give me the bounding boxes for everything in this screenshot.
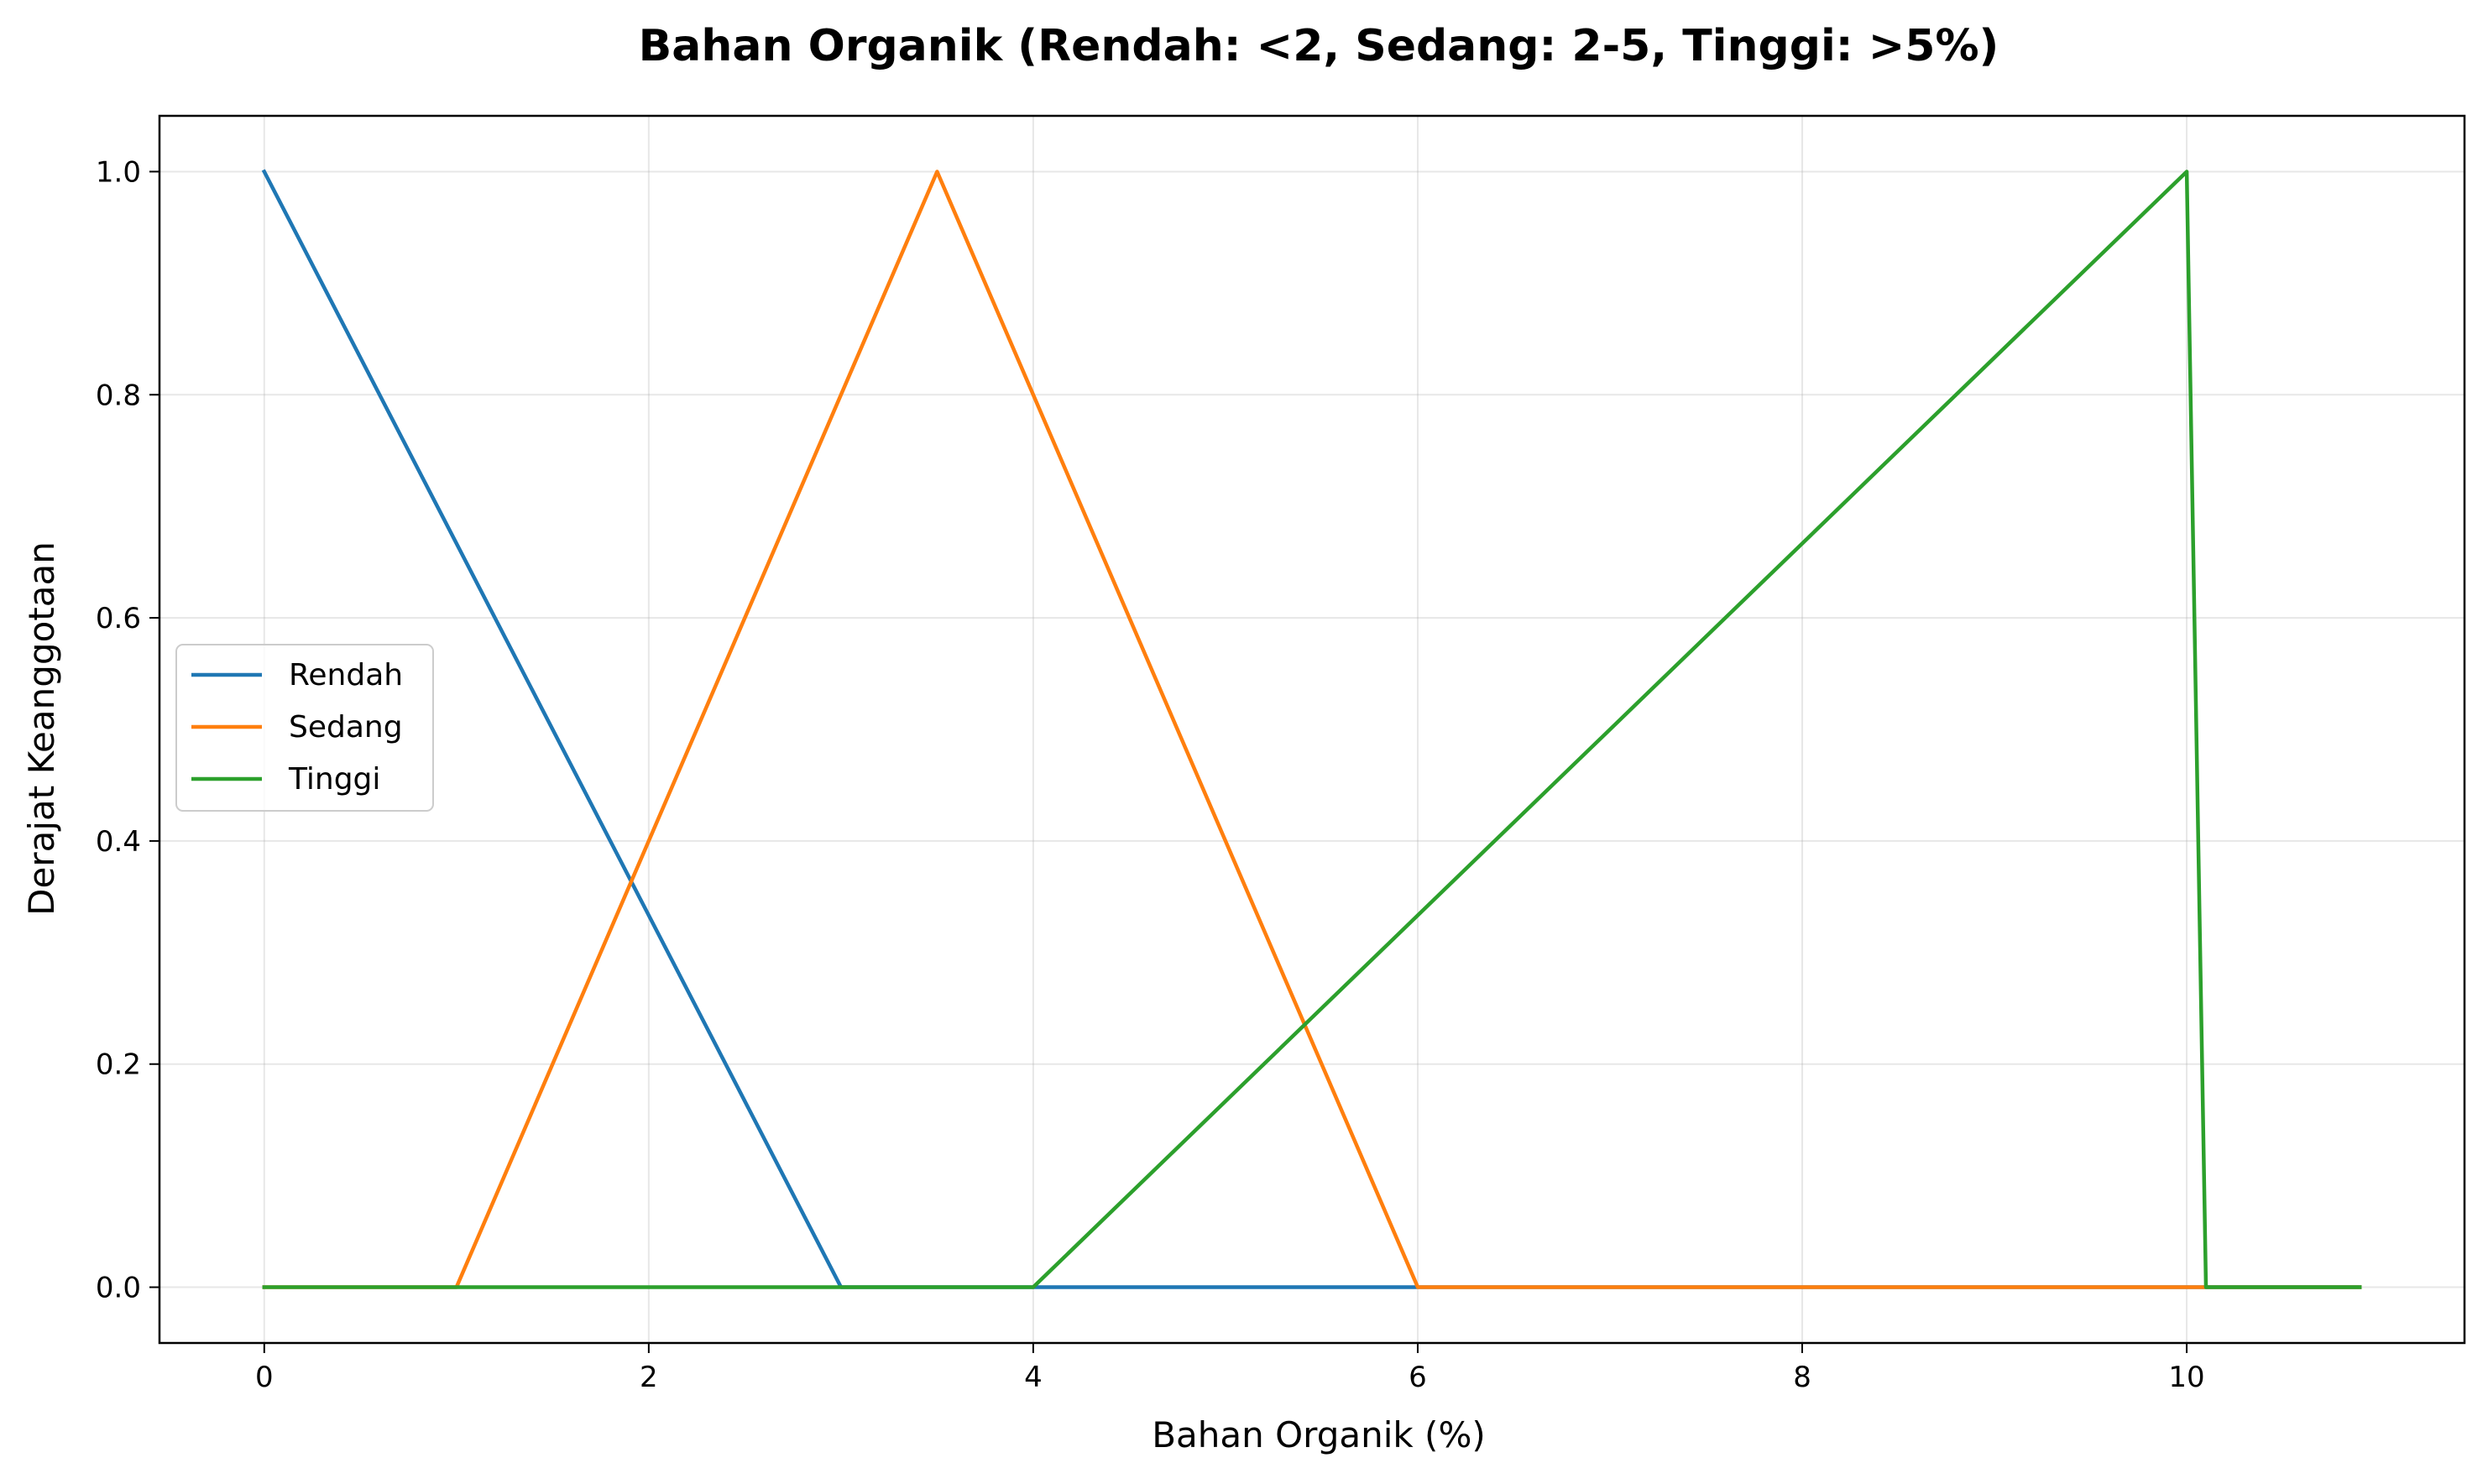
series-lines — [261, 169, 2362, 1289]
x-tick-label-4: 8 — [1793, 1361, 1811, 1394]
x-tick-label-5: 10 — [2168, 1361, 2204, 1394]
x-tick-label-2: 4 — [1024, 1361, 1043, 1394]
legend-item-sedang: Sedang — [191, 710, 403, 745]
plot-area-frame — [158, 114, 2466, 1345]
y-tick-label-3: 0.6 — [96, 602, 141, 635]
y-axis-label: Derajat Keanggotaan — [21, 541, 62, 916]
series-line-tinggi — [262, 170, 2362, 1289]
chart-title: Bahan Organik (Rendah: <2, Sedang: 2-5, … — [639, 21, 1999, 71]
legend-label-rendah: Rendah — [289, 658, 403, 692]
x-tick-label-1: 2 — [640, 1361, 658, 1394]
x-tick-label-3: 6 — [1409, 1361, 1427, 1394]
axis-ticks: 0 2 4 6 8 10 0.0 0.2 0.4 0.6 0.8 1.0 — [96, 155, 2205, 1394]
y-tick-label-5: 1.0 — [96, 155, 141, 189]
legend-item-rendah: Rendah — [191, 658, 403, 692]
y-tick-label-1: 0.2 — [96, 1048, 141, 1082]
x-tick-label-0: 0 — [255, 1361, 274, 1394]
y-tick-label-2: 0.4 — [96, 825, 141, 859]
x-axis-label: Bahan Organik (%) — [1152, 1414, 1486, 1455]
y-tick-label-4: 0.8 — [96, 379, 141, 412]
legend-label-tinggi: Tinggi — [288, 762, 380, 797]
legend-label-sedang: Sedang — [289, 710, 403, 745]
legend-item-tinggi: Tinggi — [191, 762, 380, 797]
legend-box — [175, 644, 434, 812]
legend: Rendah Sedang Tinggi — [175, 644, 434, 812]
y-tick-label-0: 0.0 — [96, 1272, 141, 1305]
